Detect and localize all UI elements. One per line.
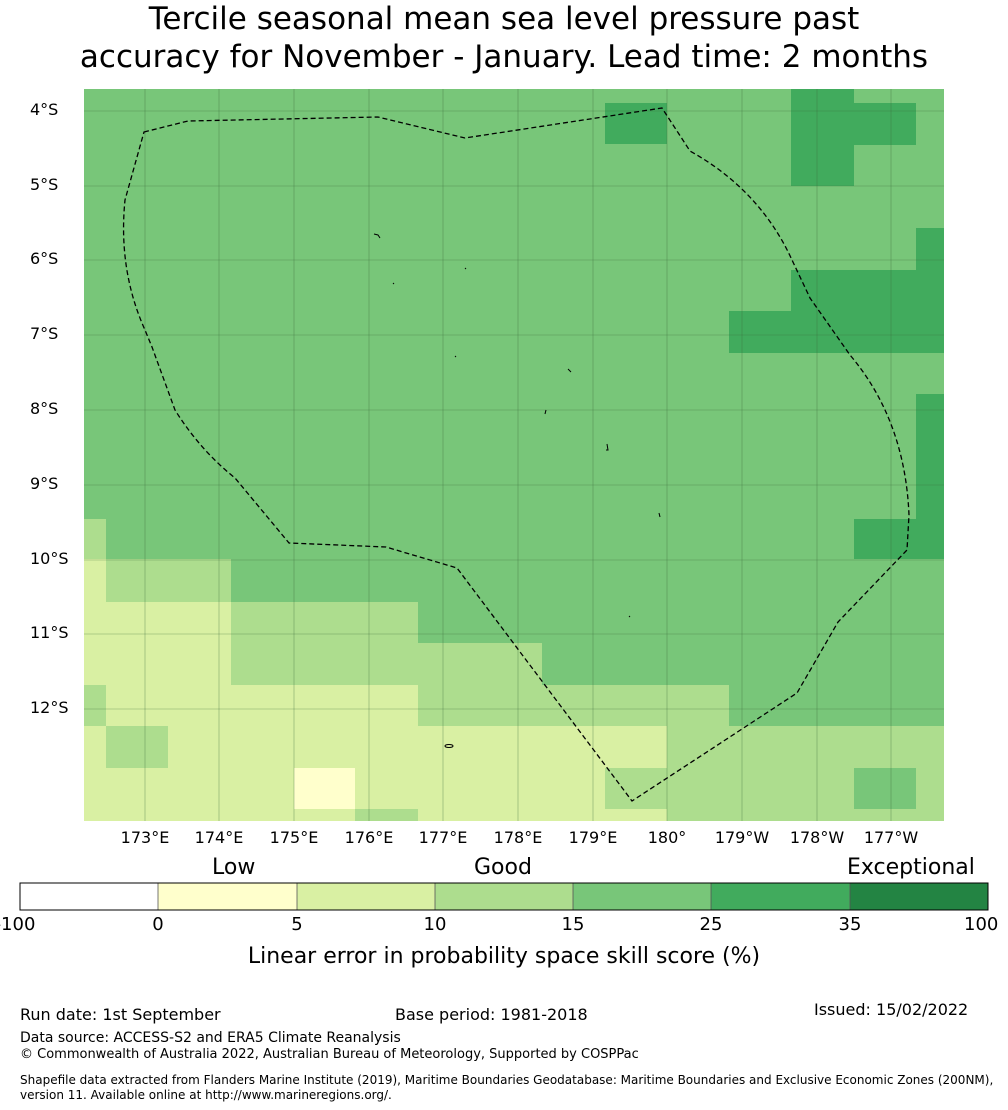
skill-cell — [854, 103, 916, 145]
island — [454, 355, 457, 358]
lon-label: 180° — [647, 828, 687, 847]
colorbar-tick: 0 — [152, 914, 164, 935]
skill-cell — [791, 270, 944, 311]
lat-label: 12°S — [30, 698, 69, 717]
colorbar-label: Linear error in probability space skill … — [247, 944, 761, 969]
colorbar-frame — [19, 882, 989, 911]
lon-label: 176°E — [344, 828, 394, 847]
colorbar-tick: 25 — [699, 914, 723, 935]
lon-label: 177°W — [863, 828, 919, 847]
lon-label: 178°W — [789, 828, 845, 847]
colorbar-tick: 35 — [838, 914, 862, 935]
lat-label: 9°S — [30, 474, 59, 493]
island — [392, 282, 395, 285]
colorbar-segment — [297, 883, 435, 910]
skill-cell — [605, 768, 667, 809]
category-exceptional: Exceptional — [847, 855, 975, 880]
colorbar-segment — [850, 883, 988, 910]
islands — [373, 233, 661, 748]
lat-label: 7°S — [30, 324, 59, 343]
skill-cell — [106, 559, 231, 602]
skill-cell — [84, 726, 667, 821]
skill-cell — [84, 559, 106, 685]
colorbar-tick: -100 — [0, 914, 36, 935]
colorbar-segment — [573, 883, 711, 910]
skill-cell — [791, 89, 854, 186]
colorbar-tick: 10 — [423, 914, 447, 935]
lat-label: 5°S — [30, 175, 59, 194]
skill-cell — [231, 602, 418, 685]
colorbar — [19, 882, 989, 911]
title-line-2: accuracy for November - January. Lead ti… — [79, 39, 929, 75]
base-period: Base period: 1981-2018 — [395, 1005, 588, 1024]
skill-cell — [106, 726, 168, 768]
skill-cell — [916, 394, 944, 559]
lon-label: 179°E — [568, 828, 618, 847]
skill-cell — [605, 103, 667, 144]
category-good: Good — [474, 855, 532, 880]
issued-date: Issued: 15/02/2022 — [814, 1000, 969, 1019]
island — [464, 267, 467, 270]
run-date: Run date: 1st September — [20, 1005, 221, 1024]
map-title: Tercile seasonal mean sea level pressure… — [0, 0, 1008, 76]
skill-cell — [854, 519, 916, 559]
data-source: Data source: ACCESS-S2 and ERA5 Climate … — [20, 1030, 401, 1046]
colorbar-segment — [435, 883, 573, 910]
island — [628, 615, 631, 618]
island — [658, 512, 661, 518]
skill-cell — [355, 809, 418, 821]
skill-cells — [84, 89, 944, 821]
skill-cell — [418, 643, 542, 685]
lat-label: 10°S — [30, 549, 69, 568]
title-line-1: Tercile seasonal mean sea level pressure… — [148, 1, 860, 37]
lon-label: 174°E — [194, 828, 244, 847]
skill-cell — [84, 685, 106, 726]
shapefile-credit-2: version 11. Available online at http://w… — [20, 1088, 392, 1102]
shapefile-credit-1: Shapefile data extracted from Flanders M… — [20, 1073, 994, 1087]
lon-label: 179°W — [714, 828, 770, 847]
lon-label: 178°E — [493, 828, 543, 847]
lon-label: 177°E — [418, 828, 468, 847]
colorbar-segment — [20, 883, 158, 910]
gridlines — [84, 89, 944, 821]
skill-cell — [916, 228, 944, 270]
lat-label: 6°S — [30, 249, 59, 268]
colorbar-tick: 100 — [964, 914, 999, 935]
copyright: © Commonwealth of Australia 2022, Austra… — [20, 1047, 639, 1062]
colorbar-tick: 5 — [291, 914, 303, 935]
island — [544, 409, 547, 415]
skill-cell — [294, 768, 355, 809]
category-low: Low — [212, 855, 256, 880]
lat-label: 11°S — [30, 623, 69, 642]
skill-cell — [729, 311, 944, 353]
lon-label: 175°E — [269, 828, 319, 847]
lat-label: 4°S — [30, 100, 59, 119]
lat-label: 8°S — [30, 399, 59, 418]
skill-cell — [418, 685, 729, 726]
colorbar-segment — [158, 883, 297, 910]
lon-label: 173°E — [120, 828, 170, 847]
colorbar-tick: 15 — [561, 914, 585, 935]
colorbar-segment — [711, 883, 850, 910]
eez-boundary — [122, 107, 910, 802]
skill-cell — [106, 602, 231, 685]
island — [373, 233, 381, 239]
island — [444, 744, 454, 748]
skill-cell — [84, 519, 106, 559]
island — [606, 443, 609, 451]
skill-cell — [106, 685, 418, 726]
skill-cell — [854, 768, 916, 809]
island — [567, 368, 572, 373]
